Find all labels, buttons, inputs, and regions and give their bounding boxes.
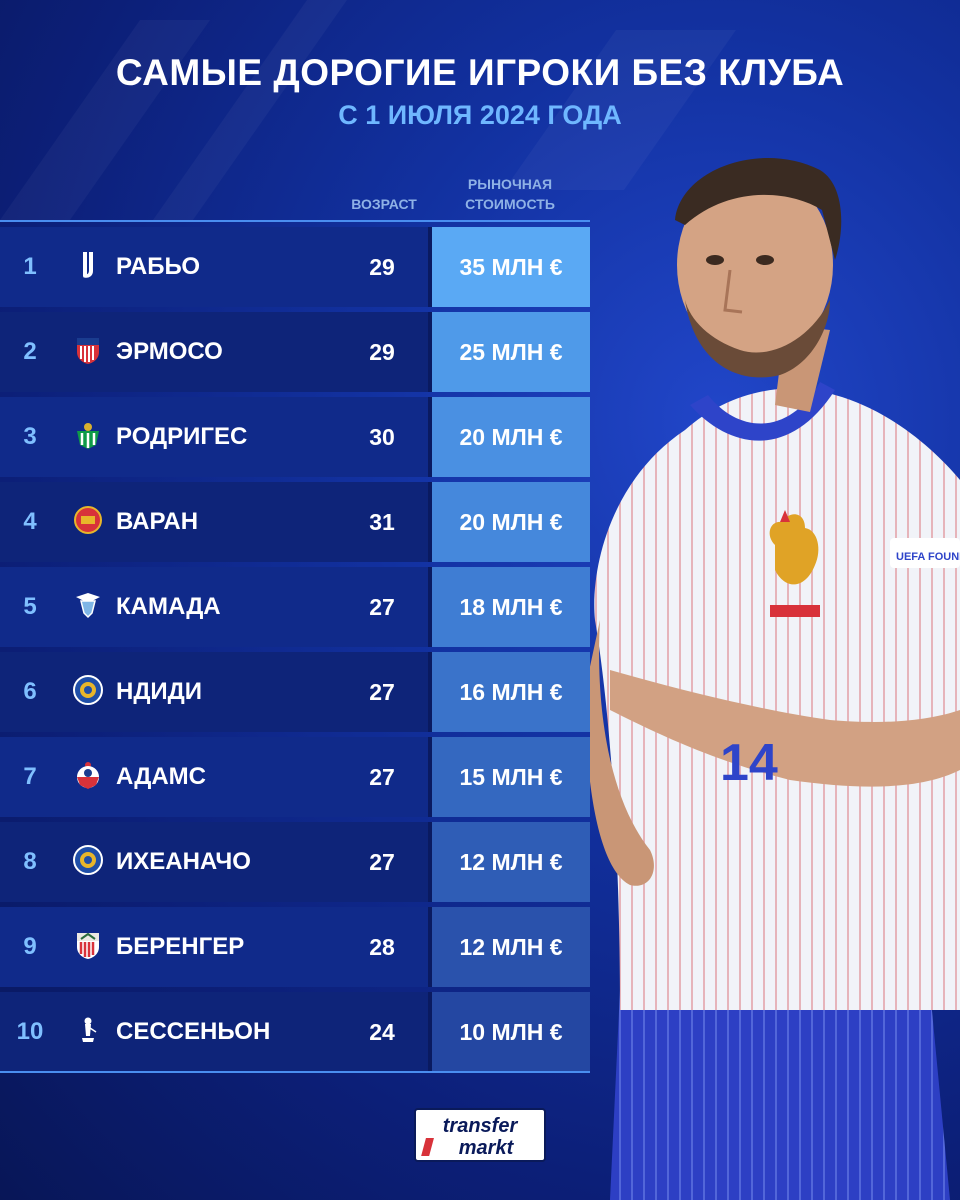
column-header-market-value: РЫНОЧНАЯ СТОИМОСТЬ (432, 174, 588, 214)
table-row: 10 СЕССЕНЬОН 24 10 МЛН € (0, 992, 590, 1072)
player-name: БЕРЕНГЕР (116, 907, 336, 987)
lazio-crest-icon (76, 592, 100, 618)
player-age: 31 (336, 482, 432, 562)
player-rank: 6 (0, 652, 60, 732)
player-rank: 5 (0, 567, 60, 647)
player-market-value: 15 МЛН € (432, 737, 590, 817)
table-top-rule (0, 220, 590, 222)
player-name: ВАРАН (116, 482, 336, 562)
table-row: 6 НДИДИ 27 16 МЛН € (0, 652, 590, 732)
club-crest-cell (60, 482, 116, 562)
player-rank: 7 (0, 737, 60, 817)
page-title: САМЫЕ ДОРОГИЕ ИГРОКИ БЕЗ КЛУБА (115, 52, 845, 93)
player-market-value: 20 МЛН € (432, 397, 590, 477)
player-jersey (594, 382, 960, 1010)
table-row: 1 РАБЬО 29 35 МЛН € (0, 227, 590, 307)
player-name: РАБЬО (116, 227, 336, 307)
column-header-age: ВОЗРАСТ (351, 196, 417, 212)
player-photo: 14 UEFA FOUNDATION (590, 158, 960, 1200)
player-market-value: 25 МЛН € (432, 312, 590, 392)
player-arm (590, 620, 960, 886)
tottenham-crest-icon (82, 1017, 97, 1042)
player-market-value: 20 МЛН € (432, 482, 590, 562)
player-market-value: 12 МЛН € (432, 822, 590, 902)
table-row: 4 ВАРАН 31 20 МЛН € (0, 482, 590, 562)
real-betis-crest-icon (77, 422, 99, 449)
club-crest-cell (60, 737, 116, 817)
atletico-madrid-crest-icon (77, 337, 99, 364)
jersey-number: 14 (720, 734, 778, 792)
player-age: 27 (336, 737, 432, 817)
club-crest-cell (60, 907, 116, 987)
player-rank: 1 (0, 227, 60, 307)
transfermarkt-logo: transfer markt (414, 1108, 546, 1162)
table-row: 5 КАМАДА 27 18 МЛН € (0, 567, 590, 647)
player-name: РОДРИГЕС (116, 397, 336, 477)
player-age: 29 (336, 312, 432, 392)
player-age: 28 (336, 907, 432, 987)
club-crest-cell (60, 397, 116, 477)
player-name: ИХЕАНАЧО (116, 822, 336, 902)
player-rank: 9 (0, 907, 60, 987)
player-name: СЕССЕНЬОН (116, 992, 336, 1072)
southampton-crest-icon (77, 761, 99, 789)
leicester-city-crest-icon (73, 674, 103, 705)
player-age: 24 (336, 992, 432, 1072)
player-name: АДАМС (116, 737, 336, 817)
player-age: 27 (336, 567, 432, 647)
player-market-value: 16 МЛН € (432, 652, 590, 732)
column-header-market-value-line2: СТОИМОСТЬ (465, 196, 555, 212)
player-market-value: 10 МЛН € (432, 992, 590, 1072)
club-crest-cell (60, 822, 116, 902)
player-age: 29 (336, 227, 432, 307)
club-crest-cell (60, 312, 116, 392)
player-market-value: 18 МЛН € (432, 567, 590, 647)
player-shorts (610, 990, 950, 1200)
ranking-table: 1 РАБЬО 29 35 МЛН € 2 ЭРМОСО 29 25 МЛН € 3 РОДРИГ… (0, 222, 590, 1077)
player-name: НДИДИ (116, 652, 336, 732)
manchester-united-crest-icon (74, 505, 102, 534)
table-row: 8 ИХЕАНАЧО 27 12 МЛН € (0, 822, 590, 902)
table-bottom-rule (0, 1071, 590, 1073)
leicester-city-crest-icon (73, 844, 103, 875)
page-subtitle: С 1 ИЮЛЯ 2024 ГОДА (338, 100, 622, 130)
club-crest-cell (60, 652, 116, 732)
player-market-value: 35 МЛН € (432, 227, 590, 307)
club-crest-cell (60, 992, 116, 1072)
france-crest-icon (769, 510, 820, 617)
club-crest-cell (60, 227, 116, 307)
player-age: 27 (336, 822, 432, 902)
player-rank: 4 (0, 482, 60, 562)
table-row: 7 АДАМС 27 15 МЛН € (0, 737, 590, 817)
logo-line1: transfer (443, 1115, 519, 1137)
player-rank: 10 (0, 992, 60, 1072)
player-rank: 3 (0, 397, 60, 477)
table-row: 2 ЭРМОСО 29 25 МЛН € (0, 312, 590, 392)
uefa-foundation-badge: UEFA FOUNDATION (890, 538, 960, 568)
player-market-value: 12 МЛН € (432, 907, 590, 987)
player-name: КАМАДА (116, 567, 336, 647)
column-header-market-value-line1: РЫНОЧНАЯ (467, 176, 553, 192)
uefa-foundation-badge-text: UEFA FOUNDATION (896, 551, 960, 563)
player-head (675, 158, 842, 412)
table-row: 9 БЕРЕНГЕР 28 12 МЛН € (0, 907, 590, 987)
player-rank: 2 (0, 312, 60, 392)
table-row: 3 РОДРИГЕС 30 20 МЛН € (0, 397, 590, 477)
juventus-crest-icon (83, 251, 93, 278)
ranking-rows: 1 РАБЬО 29 35 МЛН € 2 ЭРМОСО 29 25 МЛН € 3 РОДРИГ… (0, 227, 590, 1072)
club-crest-cell (60, 567, 116, 647)
athletic-bilbao-crest-icon (77, 932, 99, 959)
player-age: 27 (336, 652, 432, 732)
player-rank: 8 (0, 822, 60, 902)
logo-line2: markt (459, 1137, 515, 1159)
player-name: ЭРМОСО (116, 312, 336, 392)
player-age: 30 (336, 397, 432, 477)
